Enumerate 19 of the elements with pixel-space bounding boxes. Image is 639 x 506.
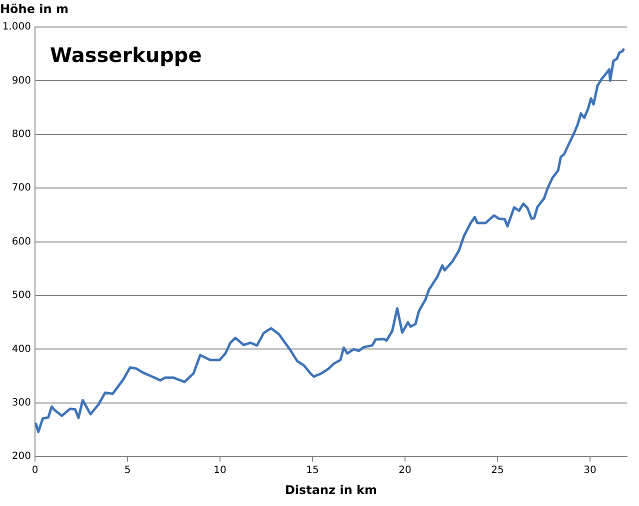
y-tick-label: 500 (12, 290, 31, 302)
y-tick-label: 800 (12, 128, 31, 140)
x-tick-label: 25 (491, 465, 504, 476)
y-tick-label: 400 (12, 344, 31, 355)
x-tick-label: 30 (584, 465, 596, 476)
text: Wasserkuppe (50, 43, 202, 67)
y-tick-label: 700 (12, 182, 31, 194)
x-tick-label: 20 (398, 465, 412, 476)
y-tick-label: 900 (12, 75, 31, 86)
x-axis-title: Distanz in km (284, 482, 378, 497)
y-axis-title: Höhe in m (0, 2, 68, 16)
y-tick-label: 300 (12, 397, 31, 408)
x-tick-label: 5 (124, 465, 131, 476)
y-tick-label: 1.000 (2, 22, 31, 33)
x-tick-label: 15 (306, 465, 319, 476)
x-tick-label: 10 (214, 465, 226, 476)
x-tick-label: 0 (32, 465, 38, 476)
y-tick-label: 600 (12, 236, 31, 248)
y-tick-label: 200 (12, 451, 31, 462)
